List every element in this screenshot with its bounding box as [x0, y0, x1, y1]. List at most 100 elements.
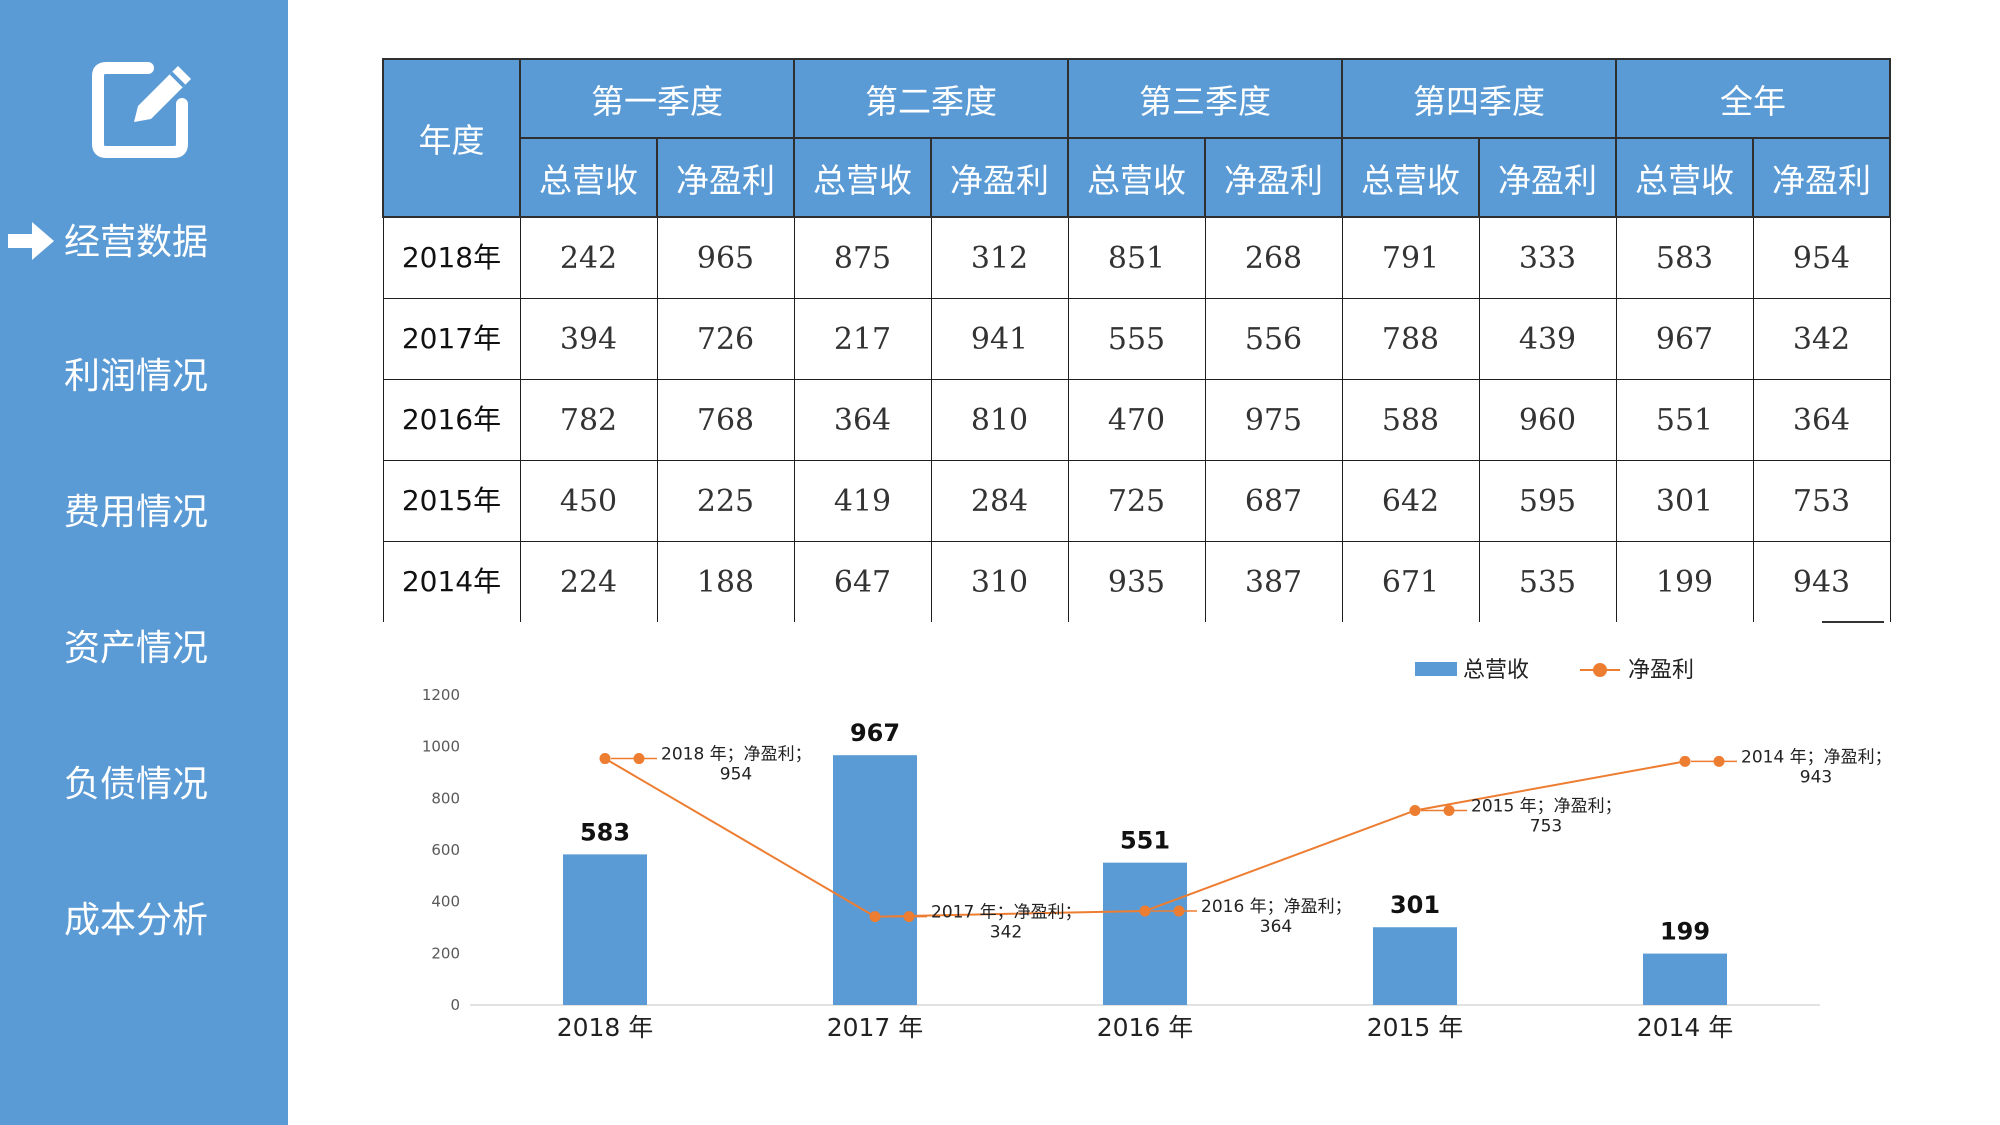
- table-cell: 217: [793, 298, 932, 380]
- table-cell: 450: [519, 460, 658, 542]
- table-cell: 810: [930, 379, 1069, 461]
- sidebar: 经营数据 利润情况 费用情况 资产情况 负债情况 成本分析: [0, 0, 288, 1125]
- net-profit-subheader: 净盈利: [656, 137, 795, 218]
- year-cell: 2017年: [382, 298, 521, 380]
- table-cell: 551: [1615, 379, 1754, 461]
- callout-marker: [1173, 905, 1185, 917]
- table-cell: 851: [1067, 216, 1206, 299]
- net-profit-data-value: 954: [720, 765, 752, 785]
- table-cell: 960: [1478, 379, 1617, 461]
- table-cell: 312: [930, 216, 1069, 299]
- y-tick-label: 400: [431, 893, 460, 911]
- year-column-header: 年度: [382, 58, 521, 218]
- sidebar-item-profit[interactable]: 利润情况: [64, 356, 209, 397]
- table-cell: 310: [930, 541, 1069, 622]
- revenue-subheader: 总营收: [793, 137, 932, 218]
- table-cell: 726: [656, 298, 795, 380]
- table-cell: 470: [1067, 379, 1206, 461]
- table-cell: 935: [1067, 541, 1206, 622]
- table-cell: 199: [1615, 541, 1754, 622]
- sidebar-item-cost-analysis[interactable]: 成本分析: [64, 900, 209, 941]
- table-cell: 687: [1204, 460, 1343, 542]
- net-profit-point: [869, 911, 881, 923]
- sidebar-item-operating-data[interactable]: 经营数据: [64, 222, 209, 263]
- table-row: 2015年 450 225 419 284 725 687 642 595 30…: [382, 460, 1891, 542]
- y-tick-label: 0: [450, 996, 460, 1014]
- revenue-bar-label: 583: [580, 818, 630, 846]
- net-profit-data-label: 2018 年；净盈利；: [661, 745, 812, 765]
- x-tick-label: 2014 年: [1637, 1013, 1734, 1042]
- year-cell: 2016年: [382, 379, 521, 461]
- legend-label-net-profit: 净盈利: [1628, 658, 1694, 683]
- revenue-bar: [1103, 862, 1187, 1005]
- callout-marker: [1713, 755, 1725, 767]
- revenue-bar: [833, 755, 917, 1005]
- table-cell: 556: [1204, 298, 1343, 380]
- callout-marker: [633, 753, 645, 765]
- revenue-bar-label: 551: [1120, 827, 1170, 855]
- sidebar-item-assets[interactable]: 资产情况: [64, 628, 209, 669]
- net-profit-point: [1139, 905, 1151, 917]
- table-row: 2016年 782 768 364 810 470 975 588 960 55…: [382, 379, 1891, 461]
- net-profit-point: [1409, 804, 1421, 816]
- net-profit-data-value: 753: [1530, 816, 1562, 836]
- table-cell: 555: [1067, 298, 1206, 380]
- table-row: 2014年 224 188 647 310 935 387 671 535 19…: [382, 541, 1891, 622]
- revenue-subheader: 总营收: [1341, 137, 1480, 218]
- net-profit-subheader: 净盈利: [1204, 137, 1343, 218]
- year-cell: 2014年: [382, 541, 521, 622]
- operating-data-table: 年度 第一季度 第二季度 第三季度 第四季度 全年 总营收 净盈利 总营收 净盈…: [382, 58, 1891, 622]
- sidebar-item-liabilities[interactable]: 负债情况: [64, 764, 209, 805]
- table-cell: 333: [1478, 216, 1617, 299]
- x-tick-label: 2015 年: [1367, 1013, 1464, 1042]
- table-cell: 954: [1752, 216, 1891, 299]
- net-profit-point: [599, 753, 611, 765]
- table-cell: 782: [519, 379, 658, 461]
- revenue-subheader: 总营收: [519, 137, 658, 218]
- net-profit-subheader: 净盈利: [1752, 137, 1891, 218]
- table-cell: 791: [1341, 216, 1480, 299]
- y-tick-label: 600: [431, 841, 460, 859]
- table-cell: 387: [1204, 541, 1343, 622]
- callout-marker: [903, 911, 915, 923]
- revenue-subheader: 总营收: [1615, 137, 1754, 218]
- year-cell: 2015年: [382, 460, 521, 542]
- table-cell: 647: [793, 541, 932, 622]
- table-cell: 967: [1615, 298, 1754, 380]
- net-profit-data-value: 342: [990, 923, 1022, 943]
- revenue-profit-chart: 0 200 400 600 800 1000 1200 583 967 551 301 199 2018…: [422, 658, 1892, 1042]
- net-profit-point: [1679, 755, 1691, 767]
- legend-label-revenue: 总营收: [1463, 658, 1529, 683]
- table-cell: 394: [519, 298, 658, 380]
- table-cell: 439: [1478, 298, 1617, 380]
- full-year-header: 全年: [1615, 58, 1891, 139]
- revenue-bar: [1643, 953, 1727, 1005]
- q4-header: 第四季度: [1341, 58, 1617, 139]
- revenue-bar: [1373, 927, 1457, 1005]
- y-tick-label: 800: [431, 789, 460, 807]
- legend-swatch-revenue: [1415, 662, 1457, 676]
- table-cell: 301: [1615, 460, 1754, 542]
- table-cell: 535: [1478, 541, 1617, 622]
- net-profit-data-value: 943: [1800, 767, 1832, 787]
- table-cell: 595: [1478, 460, 1617, 542]
- net-profit-subheader: 净盈利: [930, 137, 1069, 218]
- y-tick-label: 200: [431, 944, 460, 962]
- sidebar-item-expenses[interactable]: 费用情况: [64, 492, 209, 533]
- table-cell: 642: [1341, 460, 1480, 542]
- y-tick-label: 1200: [422, 686, 460, 704]
- table-cell: 671: [1341, 541, 1480, 622]
- callout-marker: [1443, 804, 1455, 816]
- x-tick-label: 2016 年: [1097, 1013, 1194, 1042]
- table-cell: 875: [793, 216, 932, 299]
- legend-marker-net-profit: [1593, 663, 1607, 677]
- table-cell: 364: [1752, 379, 1891, 461]
- net-profit-data-label: 2014 年；净盈利；: [1741, 747, 1892, 767]
- arrow-right-icon: [8, 222, 54, 260]
- net-profit-data-value: 364: [1260, 917, 1292, 937]
- edit-icon[interactable]: [90, 58, 196, 160]
- table-cell: 284: [930, 460, 1069, 542]
- table-cell: 941: [930, 298, 1069, 380]
- table-row: 2018年 242 965 875 312 851 268 791 333 58…: [382, 216, 1891, 299]
- table-cell: 242: [519, 216, 658, 299]
